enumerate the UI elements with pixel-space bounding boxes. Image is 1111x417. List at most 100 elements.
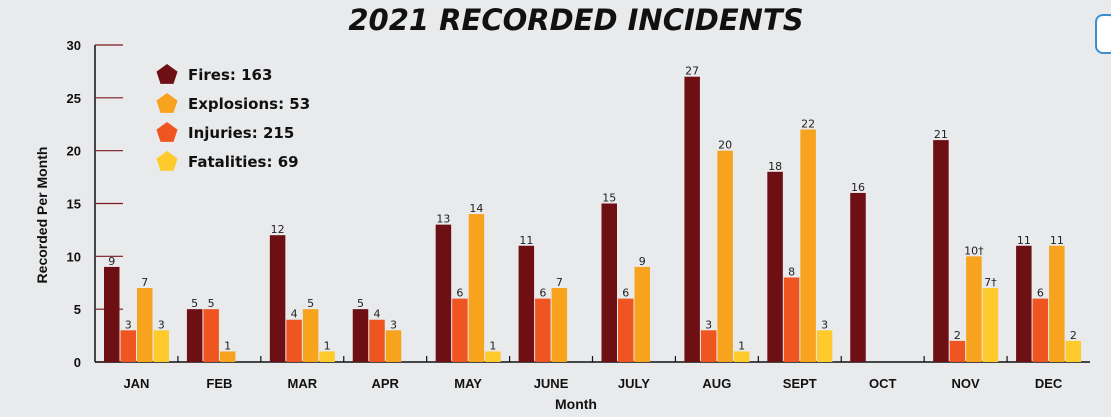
bar-injuries-july <box>618 298 634 362</box>
data-label: 18 <box>768 160 782 173</box>
x-tick-label: DEC <box>1035 376 1063 391</box>
x-tick-label: NOV <box>952 376 981 391</box>
bar-fatalities-aug <box>733 351 750 362</box>
y-tick-label: 5 <box>74 302 81 317</box>
bar-fires-june <box>518 245 535 362</box>
bar-fires-dec <box>1016 245 1032 362</box>
legend-marker-icon <box>156 151 178 171</box>
data-label: 20 <box>718 139 732 152</box>
bar-explosions-july <box>634 266 650 362</box>
data-label: 21 <box>934 128 948 141</box>
legend-label: Fires: 163 <box>188 66 272 84</box>
bar-fires-nov <box>933 140 949 362</box>
x-tick-label: JULY <box>618 376 650 391</box>
bar-fires-oct <box>850 192 866 362</box>
data-label: 4 <box>374 308 381 321</box>
data-label: 1 <box>224 339 231 352</box>
bar-explosions-aug <box>717 150 733 362</box>
data-label: 8 <box>788 265 795 278</box>
bar-fatalities-dec <box>1065 340 1082 362</box>
y-tick-label: 0 <box>74 355 81 370</box>
data-label: 6 <box>622 287 629 300</box>
bar-explosions-may <box>468 214 485 362</box>
data-label: 22 <box>801 118 815 131</box>
bar-fires-sept <box>767 171 783 362</box>
x-tick-label: MAR <box>287 376 317 391</box>
x-tick-label: OCT <box>869 376 897 391</box>
y-axis-label: Recorded Per Month <box>34 147 50 284</box>
bar-explosions-june <box>551 288 568 362</box>
data-label: 2 <box>1070 329 1077 342</box>
bar-injuries-nov <box>949 340 966 362</box>
data-label: 12 <box>271 223 285 236</box>
data-label: 7 <box>556 276 563 289</box>
legend-label: Fatalities: 69 <box>188 153 299 171</box>
data-label: 9 <box>639 255 646 268</box>
data-label: 5 <box>357 297 364 310</box>
y-tick-label: 30 <box>67 38 81 53</box>
bar-fires-jan <box>104 266 120 362</box>
x-tick-label: FEB <box>206 376 232 391</box>
bar-injuries-dec <box>1032 298 1049 362</box>
bar-explosions-mar <box>302 309 319 362</box>
data-label: 3 <box>705 318 712 331</box>
legend-label: Injuries: 215 <box>188 124 294 142</box>
bar-fires-may <box>435 224 452 362</box>
data-label: 3 <box>821 318 828 331</box>
data-label: 10† <box>964 244 984 257</box>
data-label: 16 <box>851 181 865 194</box>
data-label: 7 <box>141 276 148 289</box>
bar-injuries-feb <box>203 309 219 362</box>
data-label: 4 <box>291 308 298 321</box>
data-label: 15 <box>602 192 616 205</box>
side-tab[interactable] <box>1095 14 1111 54</box>
x-axis-label: Month <box>555 396 597 412</box>
data-label: 5 <box>208 297 215 310</box>
x-tick-label: MAY <box>454 376 482 391</box>
data-label: 3 <box>125 318 132 331</box>
x-tick-label: SEPT <box>783 376 817 391</box>
bar-fatalities-nov <box>982 288 999 362</box>
chart-title: 2021 RECORDED INCIDENTS <box>348 3 803 37</box>
x-tick-label: APR <box>371 376 399 391</box>
x-tick-label: AUG <box>702 376 731 391</box>
bar-injuries-mar <box>286 319 302 362</box>
bar-fires-mar <box>269 235 286 362</box>
legend-label: Explosions: 53 <box>188 95 310 113</box>
bar-fires-aug <box>684 76 700 362</box>
bar-injuries-jan <box>120 330 136 362</box>
data-label: 6 <box>539 287 546 300</box>
legend-marker-icon <box>156 122 178 142</box>
data-label: 11 <box>519 234 533 247</box>
data-label: 13 <box>436 213 450 226</box>
x-tick-label: JAN <box>123 376 149 391</box>
bar-injuries-apr <box>369 319 385 362</box>
data-label: 3 <box>390 318 397 331</box>
bar-explosions-sept <box>800 129 816 362</box>
data-label: 1 <box>738 339 745 352</box>
y-tick-label: 25 <box>67 91 81 106</box>
data-label: 14 <box>469 202 483 215</box>
bar-injuries-aug <box>700 330 717 362</box>
data-label: 7† <box>984 276 997 289</box>
data-label: 1 <box>324 339 331 352</box>
bar-fatalities-jan <box>153 330 169 362</box>
bar-explosions-nov <box>966 256 982 362</box>
data-label: 27 <box>685 65 699 78</box>
data-label: 3 <box>158 318 165 331</box>
bar-explosions-feb <box>219 351 236 362</box>
y-tick-label: 10 <box>67 249 81 264</box>
data-label: 9 <box>108 255 115 268</box>
bar-explosions-dec <box>1049 245 1065 362</box>
bar-injuries-sept <box>783 277 800 362</box>
data-label: 6 <box>456 287 463 300</box>
bar-explosions-apr <box>385 330 402 362</box>
data-label: 11 <box>1017 234 1031 247</box>
legend-marker-icon <box>156 64 178 84</box>
bar-fatalities-mar <box>319 351 335 362</box>
legend: Fires: 163 Explosions: 53 Injuries: 215 Fat… <box>156 64 310 171</box>
data-label: 1 <box>489 339 496 352</box>
x-tick-label: JUNE <box>534 376 569 391</box>
bar-fires-july <box>601 203 617 362</box>
data-label: 5 <box>191 297 198 310</box>
